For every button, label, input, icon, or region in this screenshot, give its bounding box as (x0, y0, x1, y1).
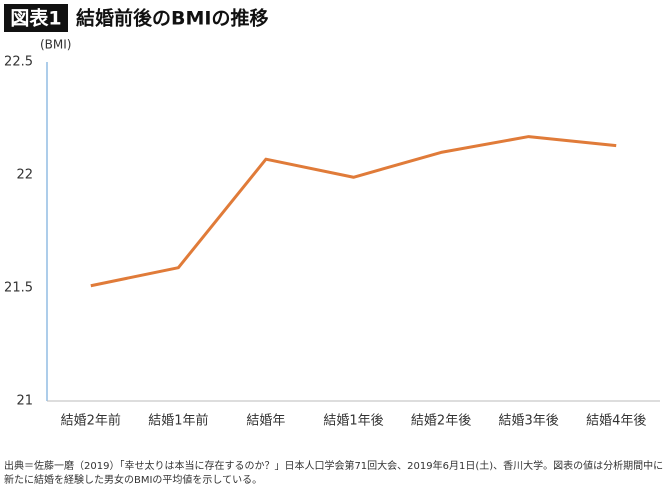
y-tick-label: 21 (16, 394, 33, 409)
note: 新たに結婚を経験した男女のBMIの平均値を示している。 (4, 473, 262, 486)
x-tick-label: 結婚3年後 (499, 414, 559, 429)
x-tick-label: 結婚2年前 (61, 413, 121, 429)
chart-title: 結婚前後のBMIの推移 (76, 7, 268, 30)
x-tick-label: 結婚1年前 (148, 413, 208, 429)
x-tick-label: 結婚2年後 (411, 414, 471, 429)
x-tick-label: 結婚年 (246, 414, 285, 429)
x-tick-label: 結婚4年後 (586, 414, 646, 429)
x-tick-label: 結婚1年後 (323, 414, 383, 429)
badge-bg (4, 4, 68, 32)
y-tick-label: 21.5 (4, 281, 33, 296)
data-line (90, 135, 617, 288)
y-tick-label: 22 (16, 168, 33, 183)
y-axis-label: (BMI) (40, 38, 72, 52)
y-tick-label: 22.5 (4, 55, 33, 70)
badge: 図表1 (10, 7, 61, 30)
note: 出典＝佐藤一磨（2019）「幸せ太りは本当に存在するのか？」日本人口学会第71回… (4, 459, 663, 472)
